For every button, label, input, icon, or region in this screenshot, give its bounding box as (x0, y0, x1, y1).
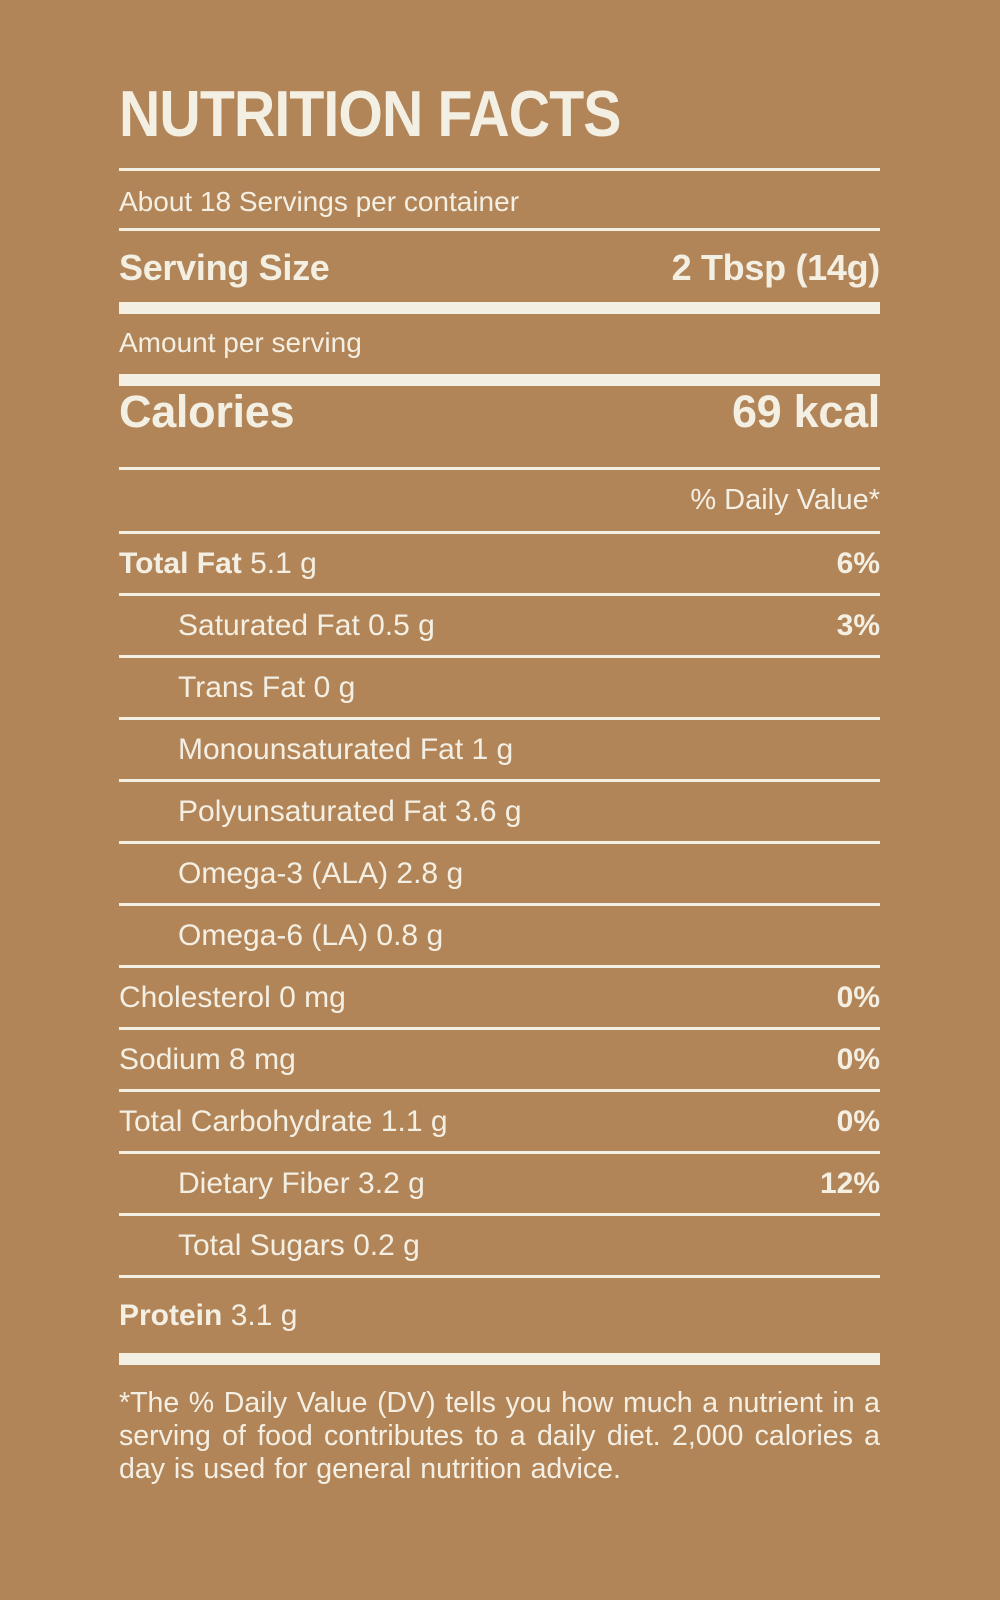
nutrient-name: Omega-6 (LA) 0.8 g (119, 919, 443, 953)
nutrient-amount: 2.8 g (388, 856, 464, 890)
nutrient-label: Omega-6 (LA) (178, 918, 369, 952)
nutrient-row: Total Sugars 0.2 g (119, 1216, 880, 1278)
thick-divider (119, 374, 880, 386)
serving-size-label: Serving Size (119, 247, 330, 288)
nutrient-name: Monounsaturated Fat 1 g (119, 733, 513, 767)
nutrient-row: Cholesterol 0 mg 0% (119, 968, 880, 1030)
nutrient-row: Trans Fat 0 g (119, 658, 880, 720)
servings-per-container: About 18 Servings per container (119, 186, 520, 217)
nutrient-amount: 0 mg (270, 980, 346, 1014)
nutrient-row: Dietary Fiber 3.2 g 12% (119, 1154, 880, 1216)
serving-size-value: 2 Tbsp (14g) (671, 247, 881, 288)
nutrient-row: Saturated Fat 0.5 g 3% (119, 596, 880, 658)
nutrient-amount: 0.5 g (359, 608, 435, 642)
nutrient-label: Cholesterol (119, 980, 271, 1014)
nutrient-row: Polyunsaturated Fat 3.6 g (119, 782, 880, 844)
nutrient-name: Polyunsaturated Fat 3.6 g (119, 795, 522, 829)
nutrient-daily-value: 6% (836, 546, 880, 580)
nutrient-daily-value: 0% (836, 1042, 880, 1076)
nutrient-label: Total Carbohydrate (119, 1104, 373, 1138)
nutrient-label: Saturated Fat (178, 608, 360, 642)
divider (119, 467, 880, 470)
amount-per-serving-label: Amount per serving (119, 327, 362, 358)
nutrient-amount: 5.1 g (241, 546, 317, 580)
nutrient-label: Total Sugars (178, 1228, 345, 1262)
nutrient-name: Total Fat 5.1 g (119, 547, 317, 581)
nutrient-row: Omega-3 (ALA) 2.8 g (119, 844, 880, 906)
thick-divider (119, 302, 880, 314)
nutrient-label: Protein (119, 1298, 223, 1332)
nutrient-label: Sodium (119, 1042, 221, 1076)
nutrient-name: Total Carbohydrate 1.1 g (119, 1105, 448, 1139)
nutrient-name: Cholesterol 0 mg (119, 981, 346, 1015)
nutrient-amount: 1 g (463, 732, 514, 766)
nutrient-row: Omega-6 (LA) 0.8 g (119, 906, 880, 968)
nutrient-amount: 3.1 g (222, 1298, 298, 1332)
nutrient-label: Monounsaturated Fat (178, 732, 464, 766)
nutrient-amount: 8 mg (220, 1042, 296, 1076)
nutrient-amount: 3.6 g (446, 794, 522, 828)
divider (119, 168, 880, 171)
nutrient-name: Omega-3 (ALA) 2.8 g (119, 857, 463, 891)
nutrient-name: Protein 3.1 g (119, 1299, 297, 1333)
nutrient-name: Trans Fat 0 g (119, 671, 355, 705)
nutrient-label: Dietary Fiber (178, 1166, 350, 1200)
nutrient-row: Total Fat 5.1 g 6% (119, 534, 880, 596)
footnote: *The % Daily Value (DV) tells you how mu… (119, 1387, 880, 1485)
calories-value: 69 kcal (731, 386, 880, 437)
thick-divider (119, 1353, 880, 1365)
nutrient-name: Dietary Fiber 3.2 g (119, 1167, 425, 1201)
nutrient-amount: 3.2 g (349, 1166, 425, 1200)
divider (119, 228, 880, 231)
nutrient-daily-value: 3% (836, 608, 880, 642)
nutrient-label: Total Fat (119, 546, 242, 580)
daily-value-header: % Daily Value* (119, 470, 880, 534)
nutrient-daily-value: 0% (836, 980, 880, 1014)
nutrient-daily-value: 0% (836, 1104, 880, 1138)
nutrient-daily-value: 12% (819, 1166, 880, 1200)
serving-size-row: Serving Size 2 Tbsp (14g) (119, 249, 880, 287)
nutrient-name: Sodium 8 mg (119, 1043, 296, 1077)
label-title: NUTRITION FACTS (119, 77, 621, 150)
nutrition-label: NUTRITION FACTS About 18 Servings per co… (119, 81, 880, 1486)
nutrient-amount: 0.8 g (368, 918, 444, 952)
nutrient-label: Polyunsaturated Fat (178, 794, 447, 828)
nutrient-amount: 1.1 g (372, 1104, 448, 1138)
nutrient-label: Omega-3 (ALA) (178, 856, 389, 890)
nutrient-label: Trans Fat (178, 670, 306, 704)
nutrient-name: Total Sugars 0.2 g (119, 1229, 420, 1263)
nutrient-name: Saturated Fat 0.5 g (119, 609, 435, 643)
nutrient-row: Protein 3.1 g (119, 1278, 880, 1353)
calories-row: Calories 69 kcal (119, 388, 880, 436)
nutrient-amount: 0 g (305, 670, 356, 704)
nutrients-table: Total Fat 5.1 g 6% Saturated Fat 0.5 g 3… (119, 534, 880, 1353)
calories-label: Calories (119, 386, 295, 437)
nutrient-row: Monounsaturated Fat 1 g (119, 720, 880, 782)
nutrient-row: Sodium 8 mg 0% (119, 1030, 880, 1092)
nutrient-amount: 0.2 g (344, 1228, 420, 1262)
nutrient-row: Total Carbohydrate 1.1 g 0% (119, 1092, 880, 1154)
